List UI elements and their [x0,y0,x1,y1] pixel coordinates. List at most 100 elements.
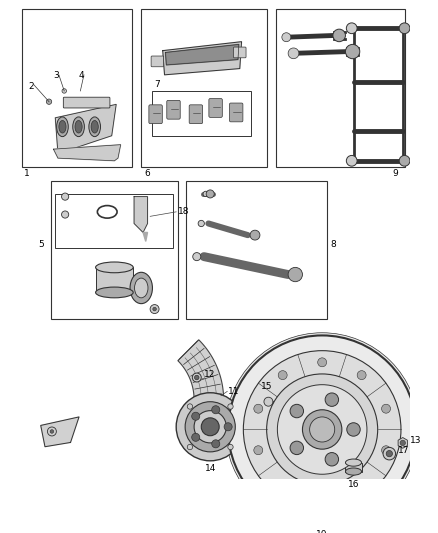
Ellipse shape [95,287,133,298]
Circle shape [290,441,304,455]
Text: 1: 1 [24,169,30,178]
Circle shape [62,193,69,200]
Circle shape [192,433,200,441]
Circle shape [121,489,124,492]
FancyBboxPatch shape [233,47,246,58]
Circle shape [228,445,233,450]
Polygon shape [134,197,148,232]
Text: 15: 15 [261,382,272,391]
Circle shape [325,453,339,466]
Circle shape [198,220,205,227]
Bar [141,9,267,167]
Circle shape [399,23,410,34]
Ellipse shape [57,117,68,136]
Text: 16: 16 [348,480,359,489]
Circle shape [194,410,226,443]
Polygon shape [143,232,148,241]
Circle shape [192,412,200,421]
Text: 4: 4 [78,71,84,80]
Circle shape [226,333,419,526]
Circle shape [50,430,54,433]
Circle shape [383,447,396,460]
Circle shape [381,404,391,413]
Circle shape [212,406,220,414]
Ellipse shape [75,120,82,133]
Circle shape [318,492,327,501]
Polygon shape [55,104,116,154]
Bar [55,194,173,248]
FancyBboxPatch shape [149,105,162,124]
Ellipse shape [89,117,100,136]
FancyBboxPatch shape [209,99,223,117]
Circle shape [187,445,193,450]
Polygon shape [41,417,79,447]
Text: 6: 6 [144,169,150,178]
Ellipse shape [91,120,98,133]
Circle shape [153,308,156,311]
Bar [346,463,361,472]
Text: 17: 17 [398,447,410,456]
Text: 7: 7 [154,80,159,89]
Bar [51,181,178,319]
Circle shape [187,404,193,409]
Text: 12: 12 [204,370,215,379]
Polygon shape [398,438,407,448]
Circle shape [228,404,233,409]
Circle shape [192,373,201,382]
Circle shape [244,351,401,508]
Text: 11: 11 [228,387,240,396]
Circle shape [333,29,346,42]
Circle shape [264,397,273,406]
Bar [276,9,406,167]
Circle shape [228,335,416,523]
Polygon shape [163,42,242,75]
Circle shape [282,33,291,42]
Circle shape [206,190,214,198]
Circle shape [150,304,159,313]
Text: 2: 2 [28,82,34,91]
Circle shape [386,450,392,457]
Circle shape [278,479,287,488]
FancyBboxPatch shape [151,56,164,67]
Circle shape [357,479,366,488]
Circle shape [400,440,406,446]
Circle shape [254,404,263,413]
FancyBboxPatch shape [189,105,203,124]
Circle shape [399,156,410,166]
Circle shape [201,418,219,436]
Bar [22,9,132,167]
Ellipse shape [134,278,148,298]
Circle shape [347,423,360,436]
Circle shape [118,486,127,495]
FancyBboxPatch shape [167,100,180,119]
Polygon shape [166,44,239,65]
Circle shape [47,427,57,436]
Circle shape [194,375,199,379]
Ellipse shape [73,117,85,136]
Bar [95,268,133,293]
Ellipse shape [346,459,361,466]
Circle shape [250,230,260,240]
Circle shape [203,191,208,197]
Circle shape [46,99,52,104]
Circle shape [267,374,378,485]
Ellipse shape [95,262,133,273]
Circle shape [212,440,220,448]
Text: 5: 5 [38,240,44,249]
Circle shape [278,370,287,379]
Circle shape [277,385,367,474]
Circle shape [185,402,235,452]
Circle shape [325,393,339,406]
Ellipse shape [346,468,361,475]
Polygon shape [53,144,120,161]
Circle shape [62,211,69,218]
Circle shape [62,88,67,93]
Text: 14: 14 [205,464,216,473]
Circle shape [318,358,327,367]
FancyBboxPatch shape [64,97,110,108]
Circle shape [176,393,244,461]
Ellipse shape [130,272,152,304]
Circle shape [346,156,357,166]
Circle shape [288,48,299,59]
Circle shape [254,446,263,455]
